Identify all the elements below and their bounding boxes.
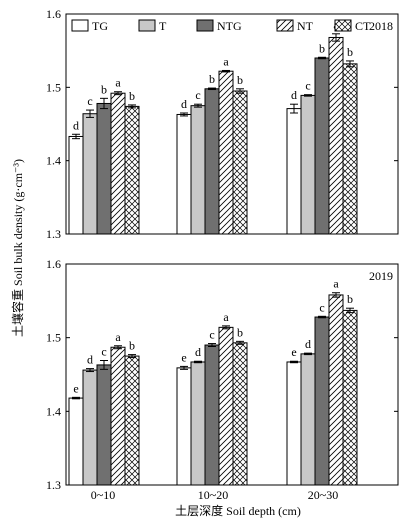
significance-letter: e (181, 350, 186, 364)
bar-TG-20~30 (286, 361, 302, 486)
legend-label-NTG: NTG (217, 19, 242, 33)
bar-TG-20~30 (286, 108, 302, 235)
significance-letter: b (319, 41, 325, 55)
significance-letter: c (101, 345, 106, 359)
bar-CT-10~20 (232, 90, 248, 235)
bar-T-0~10 (82, 369, 98, 486)
x-tick-label: 10~20 (198, 488, 229, 502)
significance-letter: b (101, 82, 107, 96)
significance-letter: d (73, 118, 79, 132)
legend-label-CT: CT (355, 19, 371, 33)
significance-letter: d (291, 88, 297, 102)
bar-T-10~20 (190, 105, 206, 235)
bar-T-10~20 (190, 361, 206, 486)
bar-T-0~10 (82, 113, 98, 235)
legend-label-TG: TG (92, 19, 108, 33)
significance-letter: d (305, 337, 311, 351)
bar-TG-0~10 (68, 135, 84, 235)
bar-NT-10~20 (218, 326, 234, 486)
panel-year-label: 2018 (369, 19, 393, 33)
significance-letter: c (209, 328, 214, 342)
bar-NTG-0~10 (96, 102, 112, 235)
bar-NTG-10~20 (204, 88, 220, 235)
significance-letter: b (129, 339, 135, 353)
legend-swatch-T (138, 19, 156, 32)
y-tick-label: 1.5 (46, 331, 61, 345)
significance-letter: c (319, 300, 324, 314)
significance-letter: d (87, 353, 93, 367)
significance-letter: a (115, 330, 121, 344)
legend-swatch-NT (276, 19, 294, 32)
significance-letter: c (195, 88, 200, 102)
significance-letter: c (305, 79, 310, 93)
significance-letter: d (181, 97, 187, 111)
y-tick-label: 1.4 (46, 404, 61, 418)
significance-letter: b (237, 73, 243, 87)
significance-letter: b (347, 292, 353, 306)
x-tick-label: 20~30 (308, 488, 339, 502)
y-tick-label: 1.6 (46, 257, 61, 271)
panel-year-label: 2019 (369, 269, 393, 283)
significance-letter: e (291, 345, 296, 359)
panels-layer: 1.31.41.51.6dcbabdcbabdcbab2018TGTNTGNTC… (46, 7, 399, 502)
significance-letter: b (129, 89, 135, 103)
bar-NT-20~30 (328, 294, 344, 486)
bar-NT-20~30 (328, 36, 344, 235)
legend-swatch-NTG (196, 19, 214, 32)
y-tick-label: 1.4 (46, 154, 61, 168)
significance-letter: b (237, 325, 243, 339)
bar-CT-0~10 (124, 105, 140, 235)
bar-NTG-10~20 (204, 344, 220, 486)
bar-CT-20~30 (342, 309, 358, 486)
legend-swatch-CT (334, 19, 352, 32)
y-tick-label: 1.6 (46, 7, 61, 21)
significance-letter: b (347, 45, 353, 59)
bar-CT-0~10 (124, 355, 140, 486)
bar-NT-0~10 (110, 346, 126, 486)
bar-TG-10~20 (176, 367, 192, 486)
x-tick-label: 0~10 (91, 488, 116, 502)
bar-T-20~30 (300, 353, 316, 486)
significance-letter: c (87, 94, 92, 108)
y-tick-label: 1.3 (46, 227, 61, 241)
bar-NT-10~20 (218, 70, 234, 235)
bar-TG-10~20 (176, 113, 192, 235)
bar-NTG-0~10 (96, 364, 112, 486)
bar-NT-0~10 (110, 92, 126, 235)
y-tick-label: 1.5 (46, 80, 61, 94)
significance-letter: a (115, 76, 121, 90)
x-axis-title: 土层深度 Soil depth (cm) (175, 503, 301, 518)
bar-NTG-20~30 (314, 316, 330, 486)
legend-label-T: T (159, 19, 167, 33)
bar-NTG-20~30 (314, 57, 330, 235)
bar-TG-0~10 (68, 397, 84, 486)
significance-letter: b (209, 72, 215, 86)
bar-T-20~30 (300, 94, 316, 235)
y-axis-title: 土壤容重 Soil bulk density (g·cm⁻³) (10, 159, 25, 337)
legend-swatch-TG (71, 19, 89, 32)
significance-letter: a (223, 54, 229, 68)
bar-CT-20~30 (342, 63, 358, 235)
significance-letter: a (223, 310, 229, 324)
significance-letter: d (195, 345, 201, 359)
panel-2018: 1.31.41.51.6dcbabdcbabdcbab2018TGTNTGNTC… (46, 7, 399, 241)
significance-letter: e (73, 381, 78, 395)
bar-CT-10~20 (232, 342, 248, 486)
significance-letter: a (333, 277, 339, 291)
legend-label-NT: NT (297, 19, 314, 33)
y-tick-label: 1.3 (46, 478, 61, 492)
